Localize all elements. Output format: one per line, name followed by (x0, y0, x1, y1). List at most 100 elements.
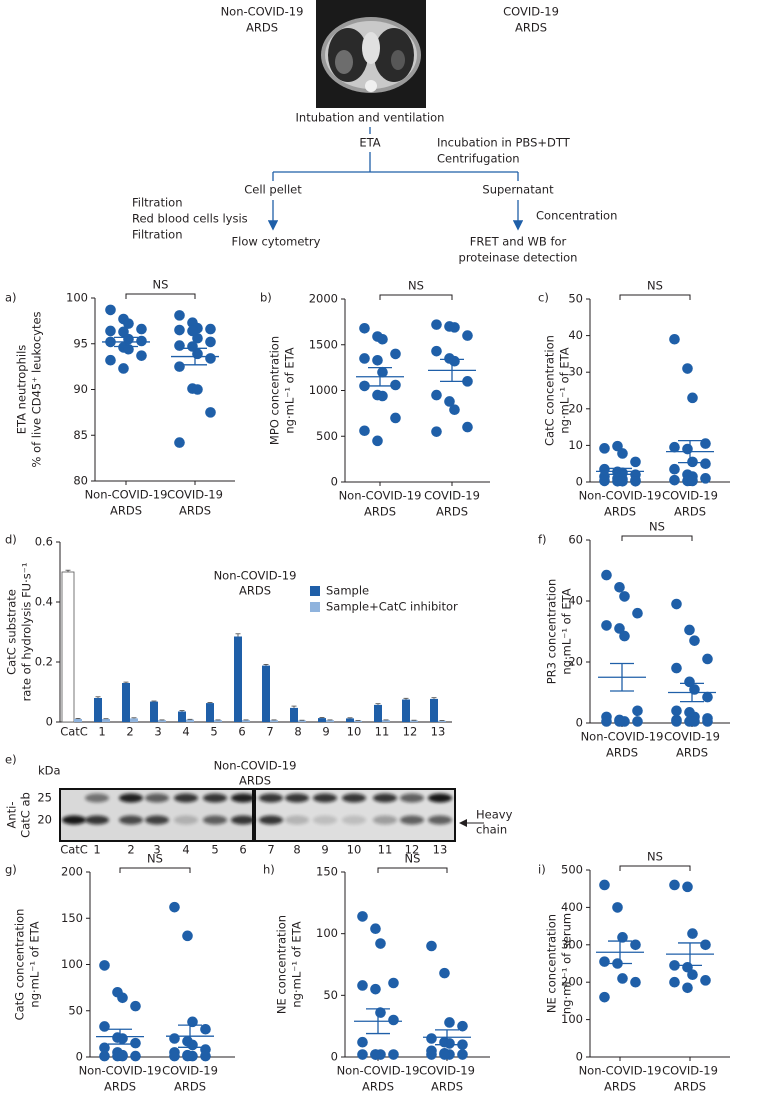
marker-label: 25 (37, 791, 52, 805)
step-note: Red blood cells lysis (132, 212, 248, 226)
y-tick-label: 0.2 (35, 655, 53, 669)
data-point (700, 458, 711, 470)
data-point (431, 319, 442, 330)
bar (214, 720, 222, 722)
step-label: Intubation and ventilation (296, 111, 445, 125)
bar (346, 718, 354, 722)
blot-band (400, 815, 424, 825)
bar (234, 636, 242, 722)
x-tick-label: 8 (294, 725, 301, 739)
x-tick-label: COVID-19 (664, 730, 720, 744)
data-point (169, 901, 180, 913)
panel-label: h) (263, 863, 275, 877)
bar (290, 707, 298, 722)
x-tick-label: Non-COVID-19 (579, 1064, 662, 1078)
data-point (671, 705, 682, 717)
diagram-connectors (267, 127, 524, 231)
ct-image (316, 0, 426, 108)
data-point (619, 630, 630, 642)
x-tick-label: ARDS (104, 1080, 136, 1094)
x-tick-label: ARDS (604, 505, 636, 519)
data-point (687, 392, 698, 404)
blot-band (145, 815, 169, 825)
x-tick-label: 3 (154, 725, 161, 739)
data-point (136, 350, 147, 361)
chart-title: Non-COVID-19 (214, 569, 297, 583)
blot-band (313, 793, 337, 803)
blot-band (342, 793, 366, 803)
y-tick-label: 150 (61, 911, 83, 925)
data-point (702, 691, 713, 703)
data-point (630, 456, 641, 468)
group-label: ARDS (246, 21, 278, 35)
blot-band (231, 815, 255, 825)
x-tick-label: 13 (431, 725, 446, 739)
panel-label: c) (538, 291, 549, 305)
data-point (99, 1021, 110, 1032)
lane-label: 4 (182, 843, 189, 857)
x-tick-label: ARDS (110, 504, 142, 518)
data-point (687, 456, 698, 468)
data-point (682, 443, 693, 455)
data-point (174, 361, 185, 372)
lane-label: CatC (60, 843, 88, 857)
data-point (671, 716, 682, 727)
data-point (687, 928, 698, 939)
data-point (99, 1042, 110, 1054)
x-tick-label: 11 (375, 725, 390, 739)
y-axis-label: MPO concentration (268, 336, 282, 445)
data-point (390, 348, 401, 360)
data-point (174, 324, 185, 336)
y-axis-label: CatC concentration (543, 335, 557, 446)
bar (318, 718, 326, 722)
significance-label: NS (647, 850, 663, 864)
y-tick-label: 60 (568, 533, 583, 547)
blot-image (59, 788, 456, 842)
data-point (457, 1049, 468, 1060)
data-point (174, 437, 185, 448)
y-tick-label: 0.4 (35, 595, 53, 609)
data-point (359, 322, 370, 334)
y-tick-label: 0 (46, 715, 53, 729)
data-point (99, 1050, 110, 1062)
bar (402, 699, 410, 722)
lane-label: 1 (93, 843, 100, 857)
x-tick-label: 6 (238, 725, 245, 739)
data-point (444, 1038, 455, 1049)
data-point (390, 379, 401, 391)
y-tick-label: 500 (316, 429, 338, 443)
data-point (357, 980, 368, 991)
data-point (614, 581, 625, 593)
data-point (617, 973, 628, 984)
group-label: ARDS (515, 21, 547, 35)
data-point (205, 407, 216, 418)
y-axis-label: ng·mL⁻¹ of ETA (290, 921, 304, 1007)
data-point (426, 940, 437, 952)
data-point (426, 1033, 437, 1044)
data-point (669, 441, 680, 453)
data-point (599, 956, 610, 967)
x-tick-label: 5 (210, 725, 217, 739)
data-point (123, 343, 134, 355)
data-point (462, 330, 473, 341)
data-point (377, 366, 388, 378)
data-point (462, 376, 473, 387)
data-point (136, 323, 147, 335)
data-point (632, 705, 643, 717)
data-point (462, 421, 473, 433)
blot-band (313, 815, 337, 825)
data-point (431, 389, 442, 401)
data-point (105, 325, 116, 337)
y-axis-label: NE concentration (545, 914, 559, 1013)
data-point (671, 598, 682, 610)
data-point (599, 443, 610, 454)
y-tick-label: 80 (73, 474, 88, 488)
lane-label: 13 (433, 843, 448, 857)
y-tick-label: 100 (561, 1012, 583, 1026)
panel-label: g) (5, 863, 17, 877)
data-point (117, 1033, 128, 1044)
legend-swatch (310, 586, 320, 596)
y-tick-label: 50 (323, 988, 338, 1002)
y-axis-label: ng·mL⁻¹ of ETA (558, 347, 572, 433)
bar (150, 701, 158, 722)
